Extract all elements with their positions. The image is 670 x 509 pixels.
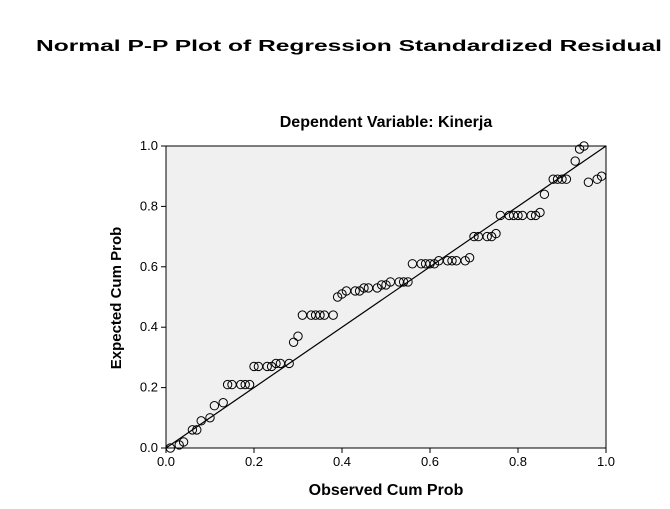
data-point — [464, 253, 475, 263]
data-point — [328, 310, 338, 320]
plot-frame — [165, 145, 607, 449]
data-point — [561, 174, 572, 184]
y-tick-label: 0.2 — [140, 380, 158, 395]
y-tick-label: 0.6 — [140, 259, 158, 274]
data-point — [403, 277, 413, 287]
data-point — [557, 174, 567, 184]
x-tick-label: 1.0 — [597, 454, 615, 469]
data-point — [249, 361, 259, 372]
data-point — [218, 398, 228, 408]
chart-subtitle: Dependent Variable: Kinerja — [280, 114, 493, 131]
data-point — [526, 210, 536, 221]
data-point — [205, 413, 215, 423]
data-point — [315, 310, 325, 320]
x-tick-label: 0.4 — [333, 454, 351, 469]
data-point — [350, 286, 360, 296]
y-tick-label: 0.8 — [140, 198, 158, 213]
chart-title: Normal P-P Plot of Regression Standardiz… — [36, 38, 662, 55]
y-tick-label: 1.0 — [140, 138, 158, 153]
y-tick-label: 0.0 — [140, 440, 158, 455]
data-point — [240, 379, 250, 390]
data-point — [209, 401, 220, 411]
reference-line — [165, 145, 607, 449]
data-point — [187, 425, 198, 435]
x-tick-label: 0.8 — [509, 454, 527, 469]
data-point — [196, 416, 206, 426]
data-point — [262, 361, 272, 372]
data-point — [583, 177, 594, 187]
data-point — [513, 210, 523, 221]
data-point — [271, 358, 281, 369]
data-point — [425, 259, 435, 269]
data-point — [222, 379, 233, 390]
data-point — [288, 337, 299, 347]
data-point — [244, 379, 255, 390]
data-point — [469, 231, 479, 242]
data-point — [192, 425, 202, 435]
data-point — [539, 189, 550, 200]
data-point — [535, 207, 545, 218]
y-tick-label: 0.4 — [140, 319, 158, 334]
data-point — [293, 331, 303, 341]
x-axis-label: Observed Cum Prob — [309, 482, 464, 499]
x-tick-label: 0.6 — [421, 454, 439, 469]
data-point — [178, 437, 189, 447]
y-axis-label: Expected Cum Prob — [108, 227, 125, 370]
x-tick-label: 0.0 — [157, 454, 175, 469]
data-point — [491, 228, 501, 239]
data-point — [359, 283, 369, 293]
data-point — [376, 280, 387, 290]
data-points — [165, 141, 607, 453]
data-point — [398, 277, 409, 287]
data-point — [284, 358, 294, 369]
x-tick-label: 0.2 — [245, 454, 263, 469]
data-point — [447, 256, 457, 266]
axis-ticks: 0.0 0.2 0.4 0.6 0.8 1.0 0.0 0.2 0.4 0.6 0.8 1.0 — [140, 138, 615, 469]
data-point — [482, 231, 492, 242]
data-point — [570, 156, 580, 166]
